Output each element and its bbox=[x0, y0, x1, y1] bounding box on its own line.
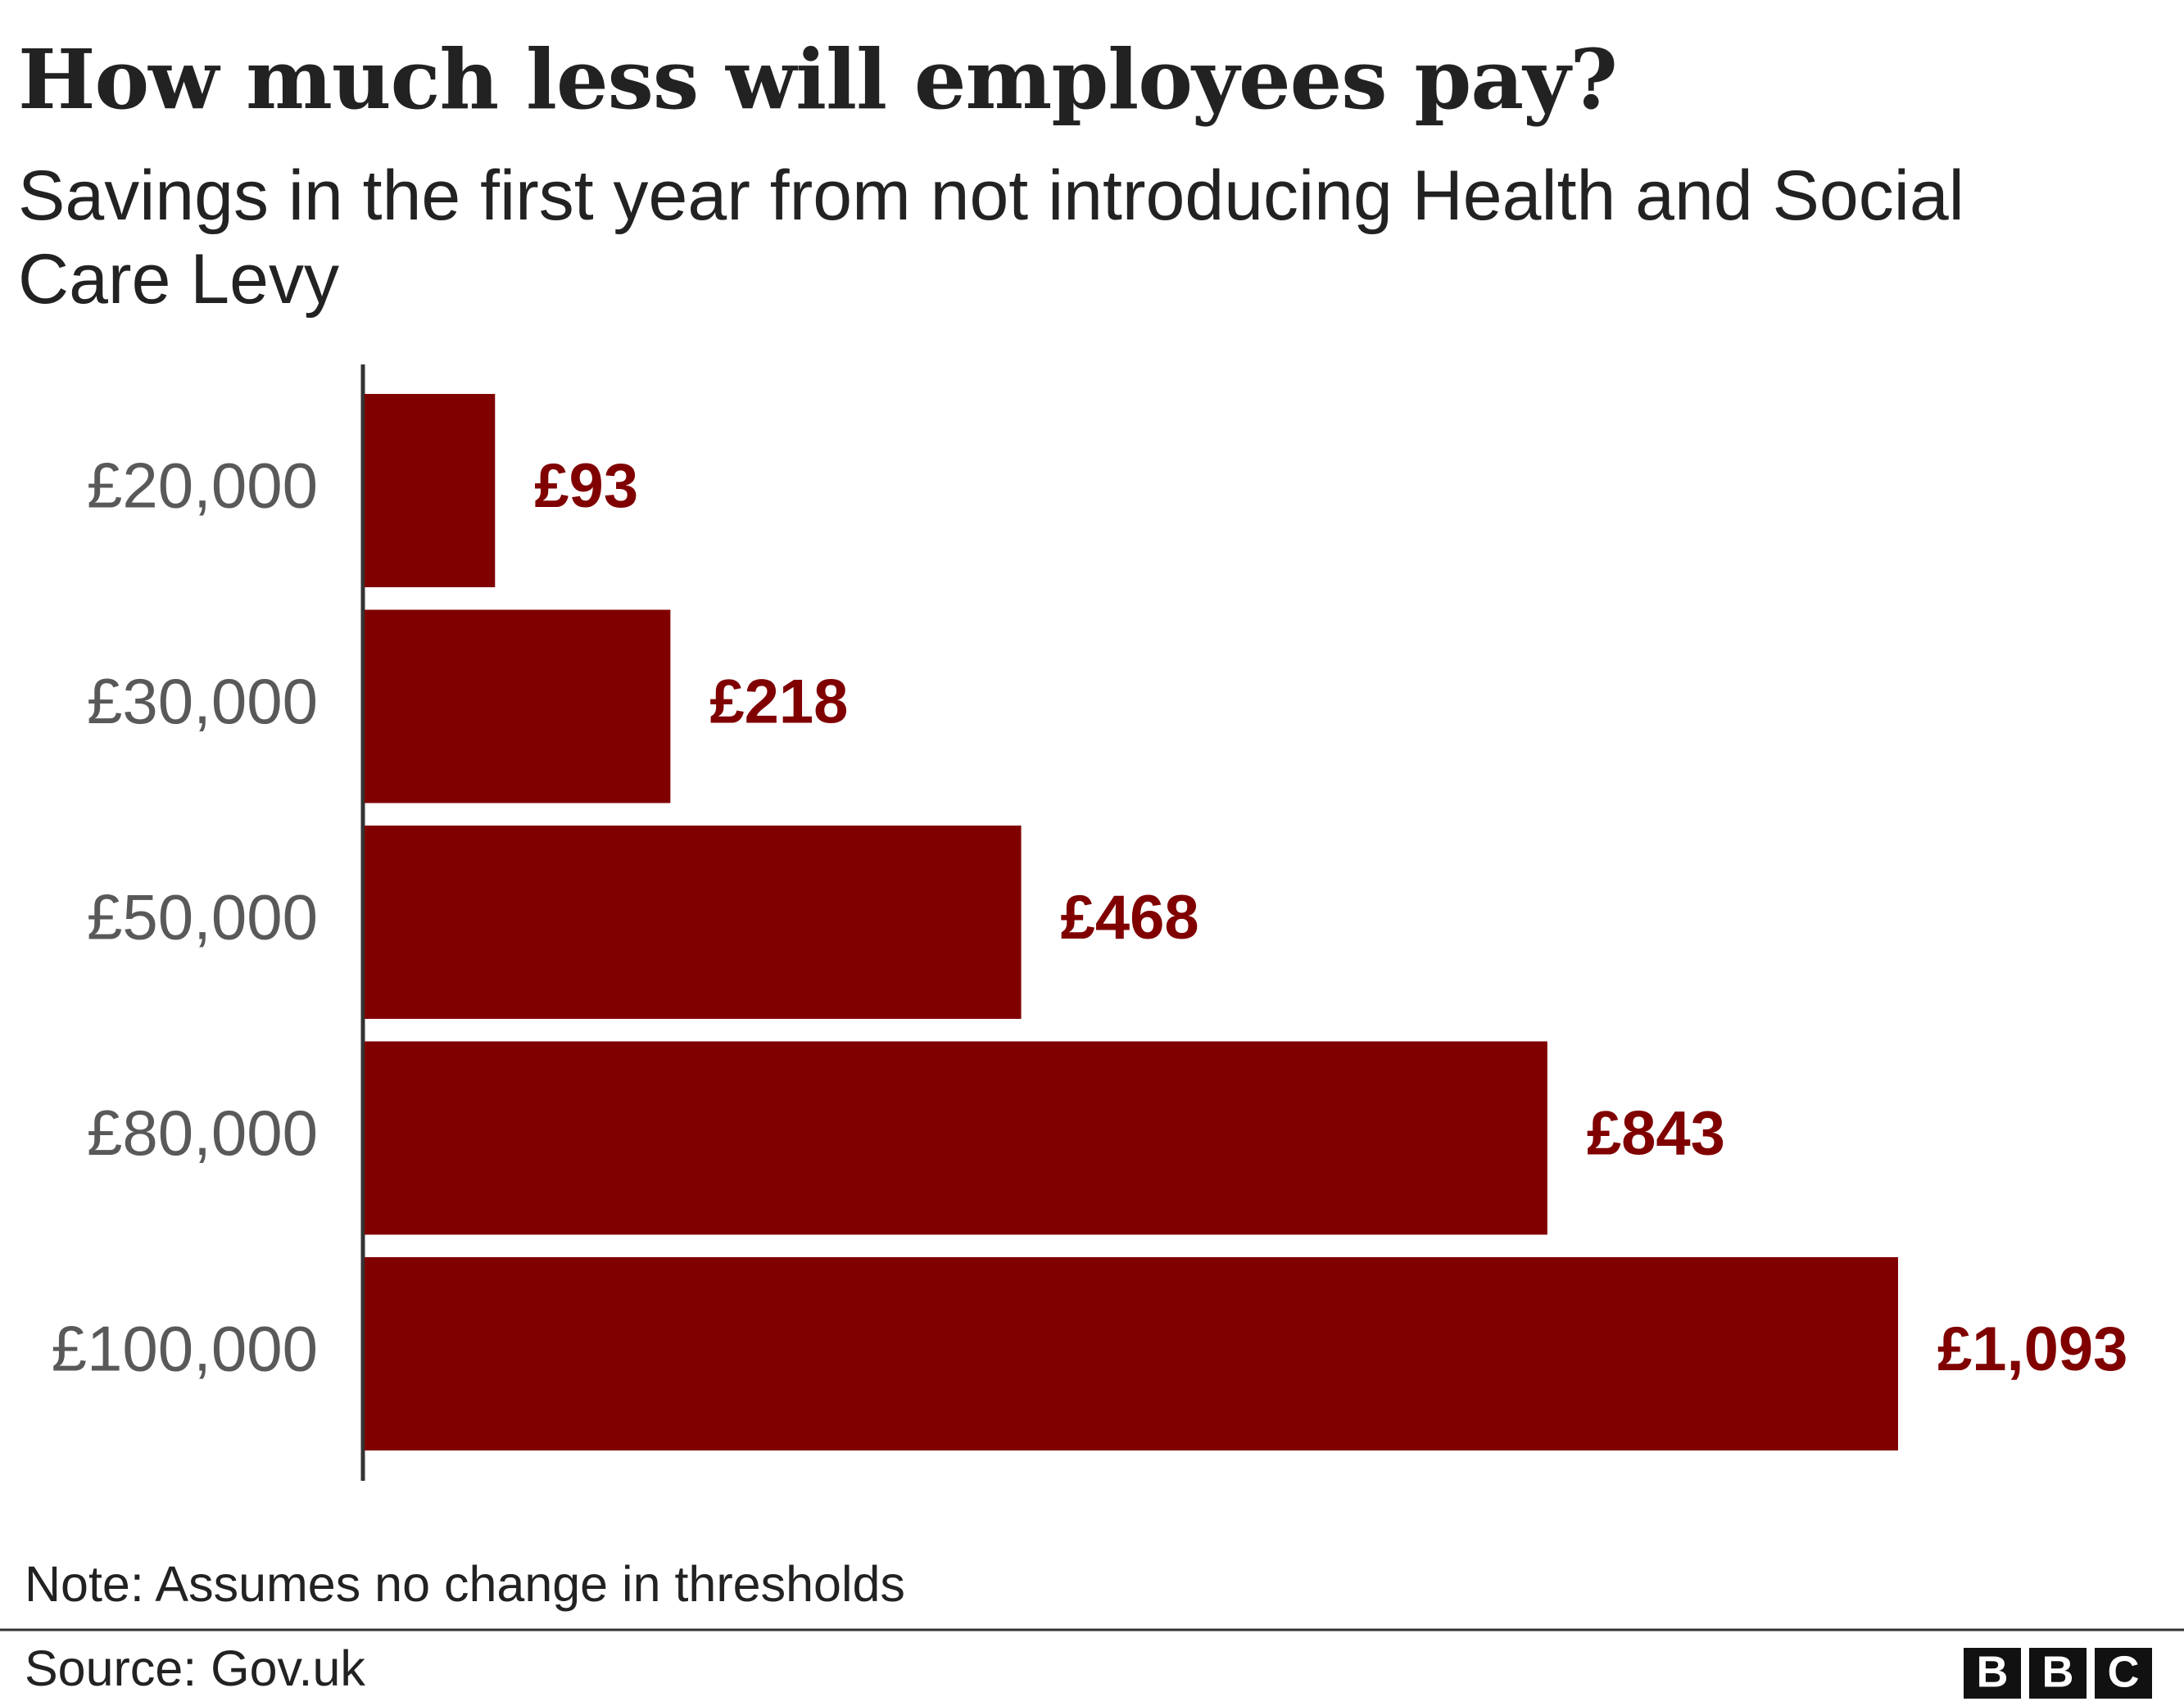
logo-letter: C bbox=[2108, 1647, 2140, 1696]
value-label: £218 bbox=[709, 667, 848, 737]
value-label: £93 bbox=[534, 451, 638, 521]
chart-subtitle: Savings in the first year from not intro… bbox=[18, 156, 1964, 319]
logo-block bbox=[2095, 1648, 2152, 1699]
logo-letter: B bbox=[2042, 1647, 2074, 1696]
y-tick-label: £50,000 bbox=[87, 881, 318, 953]
bar bbox=[365, 826, 1022, 1019]
y-tick-label: £80,000 bbox=[87, 1097, 318, 1169]
value-label: £468 bbox=[1061, 883, 1199, 953]
chart-title: How much less will employees pay? bbox=[18, 31, 1618, 128]
source: Source: Gov.uk bbox=[25, 1640, 365, 1696]
y-tick-label: £30,000 bbox=[87, 665, 318, 737]
y-tick-label: £20,000 bbox=[87, 450, 318, 522]
value-label: £843 bbox=[1587, 1099, 1725, 1169]
bar bbox=[365, 1041, 1547, 1235]
note: Note: Assumes no change in thresholds bbox=[25, 1556, 905, 1612]
logo-block bbox=[2029, 1648, 2087, 1699]
logo-block bbox=[1964, 1648, 2021, 1699]
logo-letter: B bbox=[1977, 1647, 2009, 1696]
bar bbox=[365, 394, 496, 587]
y-tick-label: £100,000 bbox=[52, 1313, 318, 1385]
bar bbox=[365, 1257, 1898, 1450]
bar bbox=[365, 609, 671, 803]
value-label: £1,093 bbox=[1937, 1315, 2127, 1384]
